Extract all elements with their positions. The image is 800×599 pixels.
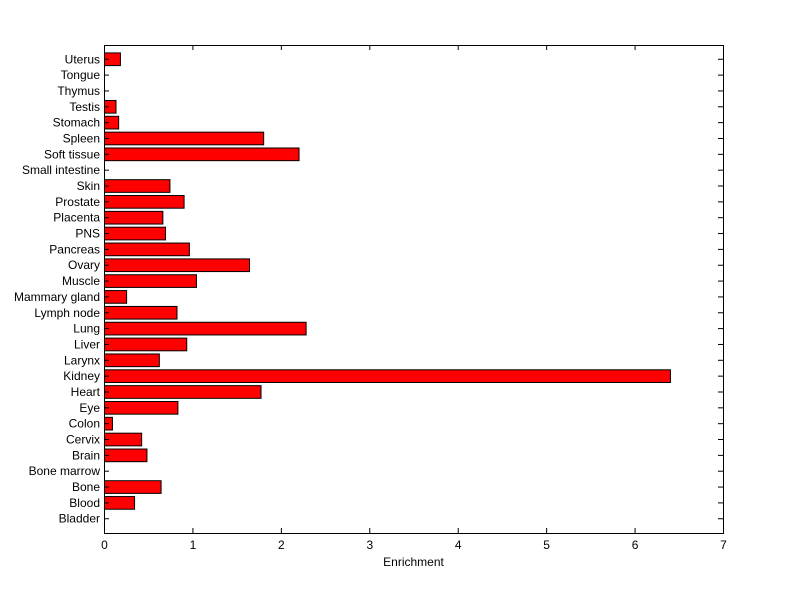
category-label: Colon bbox=[69, 417, 100, 431]
ticks-group bbox=[104, 45, 724, 533]
category-label: Skin bbox=[77, 179, 100, 193]
bar-bone bbox=[104, 480, 162, 494]
x-tick-label: 6 bbox=[632, 538, 639, 552]
x-tick-label: 2 bbox=[278, 538, 285, 552]
bar-pns bbox=[104, 226, 167, 241]
x-tick-label: 1 bbox=[190, 538, 197, 552]
bar-cervix bbox=[104, 432, 143, 447]
bar-lymph-node bbox=[104, 305, 178, 320]
x-tick-label: 7 bbox=[720, 538, 727, 552]
x-tick-label: 4 bbox=[455, 538, 462, 552]
bar-brain bbox=[104, 448, 148, 463]
bar-placenta bbox=[104, 210, 164, 225]
bar-eye bbox=[104, 400, 179, 415]
bar-pancreas bbox=[104, 242, 190, 257]
category-label: Ovary bbox=[68, 258, 100, 272]
category-label: Placenta bbox=[53, 211, 100, 225]
x-tick-label: 5 bbox=[543, 538, 550, 552]
category-label: Cervix bbox=[66, 433, 100, 447]
category-label: Prostate bbox=[55, 195, 100, 209]
category-label: Lung bbox=[73, 322, 100, 336]
plot-frame bbox=[104, 45, 724, 534]
x-tick-label: 0 bbox=[101, 538, 108, 552]
bar-heart bbox=[104, 385, 262, 399]
category-label: Kidney bbox=[63, 369, 100, 383]
category-label: Testis bbox=[69, 100, 100, 114]
category-label: PNS bbox=[75, 227, 100, 241]
category-label: Spleen bbox=[63, 131, 100, 145]
category-label: Larynx bbox=[64, 353, 100, 367]
bar-prostate bbox=[104, 195, 185, 209]
bar-skin bbox=[104, 179, 171, 193]
bar-larynx bbox=[104, 353, 160, 368]
category-label: Blood bbox=[69, 496, 100, 510]
bar-muscle bbox=[104, 274, 197, 288]
category-label: Eye bbox=[79, 401, 100, 415]
category-label: Bladder bbox=[59, 512, 100, 526]
category-label: Soft tissue bbox=[44, 147, 100, 161]
x-tick-labels: 0 1 2 3 4 5 6 7 bbox=[101, 538, 727, 552]
bar-spleen bbox=[104, 131, 265, 146]
category-label: Uterus bbox=[65, 52, 100, 66]
category-label: Liver bbox=[74, 337, 100, 351]
bar-kidney bbox=[104, 369, 671, 383]
category-label: Muscle bbox=[62, 274, 100, 288]
bar-lung bbox=[104, 321, 307, 336]
category-label: Lymph node bbox=[34, 306, 100, 320]
bar-blood bbox=[104, 496, 136, 510]
bars-group bbox=[104, 52, 671, 510]
bar-liver bbox=[104, 337, 188, 352]
category-label: Brain bbox=[72, 448, 100, 462]
x-axis-label: Enrichment bbox=[383, 555, 444, 569]
category-label: Thymus bbox=[57, 84, 100, 98]
category-label: Pancreas bbox=[49, 242, 100, 256]
category-label: Bone bbox=[72, 480, 100, 494]
category-label: Mammary gland bbox=[14, 290, 100, 304]
category-label: Small intestine bbox=[22, 163, 100, 177]
bar-soft-tissue bbox=[104, 147, 300, 162]
category-label: Stomach bbox=[53, 116, 100, 130]
x-tick-label: 3 bbox=[366, 538, 373, 552]
category-label: Bone marrow bbox=[29, 464, 101, 478]
category-label: Tongue bbox=[61, 68, 101, 82]
category-label: Heart bbox=[71, 385, 101, 399]
bar-ovary bbox=[104, 258, 251, 273]
